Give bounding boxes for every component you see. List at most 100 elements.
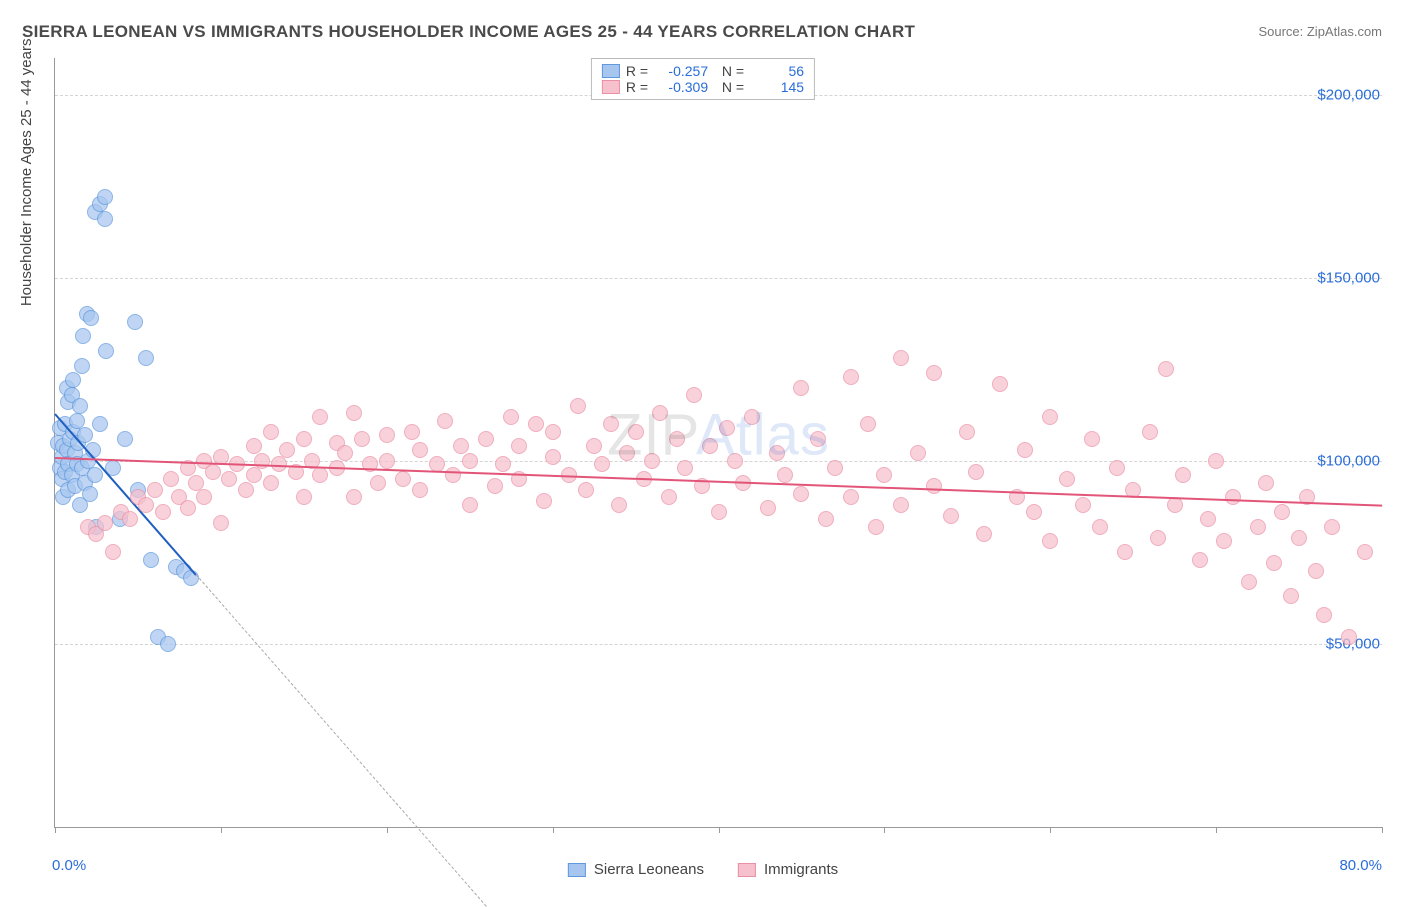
data-point: [213, 515, 229, 531]
series-legend: Sierra Leoneans Immigrants: [568, 861, 838, 878]
n-label: N =: [714, 63, 744, 79]
data-point: [578, 482, 594, 498]
data-point: [445, 467, 461, 483]
data-point: [893, 350, 909, 366]
data-point: [346, 489, 362, 505]
data-point: [503, 409, 519, 425]
data-point: [677, 460, 693, 476]
data-point: [628, 424, 644, 440]
data-point: [97, 515, 113, 531]
data-point: [205, 464, 221, 480]
data-point: [453, 438, 469, 454]
data-point: [65, 372, 81, 388]
data-point: [74, 358, 90, 374]
data-point: [760, 500, 776, 516]
legend-label-1: Sierra Leoneans: [594, 861, 704, 878]
data-point: [1142, 424, 1158, 440]
data-point: [312, 409, 328, 425]
data-point: [1324, 519, 1340, 535]
data-point: [160, 636, 176, 652]
x-tick: [884, 827, 885, 833]
data-point: [98, 343, 114, 359]
data-point: [1017, 442, 1033, 458]
data-point: [827, 460, 843, 476]
x-tick: [221, 827, 222, 833]
data-point: [246, 438, 262, 454]
x-tick: [1216, 827, 1217, 833]
data-point: [143, 552, 159, 568]
data-point: [992, 376, 1008, 392]
data-point: [412, 442, 428, 458]
data-point: [487, 478, 503, 494]
data-point: [1117, 544, 1133, 560]
grid-line: [55, 644, 1382, 645]
data-point: [1308, 563, 1324, 579]
data-point: [876, 467, 892, 483]
legend-item-2: Immigrants: [738, 861, 838, 878]
data-point: [545, 424, 561, 440]
data-point: [976, 526, 992, 542]
data-point: [354, 431, 370, 447]
data-point: [122, 511, 138, 527]
regression-extrapolation: [196, 574, 487, 906]
legend-row-series-1: R = -0.257 N = 56: [602, 63, 804, 79]
r-label: R =: [626, 63, 648, 79]
data-point: [105, 544, 121, 560]
data-point: [570, 398, 586, 414]
correlation-legend: R = -0.257 N = 56 R = -0.309 N = 145: [591, 58, 815, 100]
y-tick-label: $150,000: [1317, 269, 1384, 286]
data-point: [404, 424, 420, 440]
data-point: [1291, 530, 1307, 546]
data-point: [943, 508, 959, 524]
data-point: [462, 453, 478, 469]
x-tick: [1050, 827, 1051, 833]
data-point: [1084, 431, 1100, 447]
grid-line: [55, 278, 1382, 279]
n-value-2: 145: [750, 79, 804, 95]
data-point: [478, 431, 494, 447]
chart-title: SIERRA LEONEAN VS IMMIGRANTS HOUSEHOLDER…: [22, 22, 915, 42]
swatch-1: [568, 863, 586, 877]
data-point: [727, 453, 743, 469]
data-point: [147, 482, 163, 498]
data-point: [196, 489, 212, 505]
data-point: [769, 445, 785, 461]
y-axis-label: Householder Income Ages 25 - 44 years: [18, 39, 35, 307]
data-point: [1341, 629, 1357, 645]
data-point: [1250, 519, 1266, 535]
data-point: [370, 475, 386, 491]
data-point: [843, 489, 859, 505]
data-point: [744, 409, 760, 425]
data-point: [1216, 533, 1232, 549]
y-tick-label: $200,000: [1317, 86, 1384, 103]
data-point: [1042, 409, 1058, 425]
data-point: [511, 438, 527, 454]
data-point: [1357, 544, 1373, 560]
data-point: [412, 482, 428, 498]
data-point: [221, 471, 237, 487]
n-label: N =: [714, 79, 744, 95]
data-point: [312, 467, 328, 483]
data-point: [138, 350, 154, 366]
data-point: [1059, 471, 1075, 487]
data-point: [818, 511, 834, 527]
x-max-label: 80.0%: [1339, 857, 1382, 874]
data-point: [926, 365, 942, 381]
data-point: [686, 387, 702, 403]
data-point: [1266, 555, 1282, 571]
data-point: [1109, 460, 1125, 476]
data-point: [711, 504, 727, 520]
data-point: [1200, 511, 1216, 527]
data-point: [82, 486, 98, 502]
data-point: [263, 475, 279, 491]
data-point: [97, 189, 113, 205]
data-point: [72, 398, 88, 414]
data-point: [619, 445, 635, 461]
data-point: [395, 471, 411, 487]
data-point: [528, 416, 544, 432]
data-point: [1075, 497, 1091, 513]
data-point: [1150, 530, 1166, 546]
legend-item-1: Sierra Leoneans: [568, 861, 704, 878]
x-tick: [55, 827, 56, 833]
data-point: [1258, 475, 1274, 491]
